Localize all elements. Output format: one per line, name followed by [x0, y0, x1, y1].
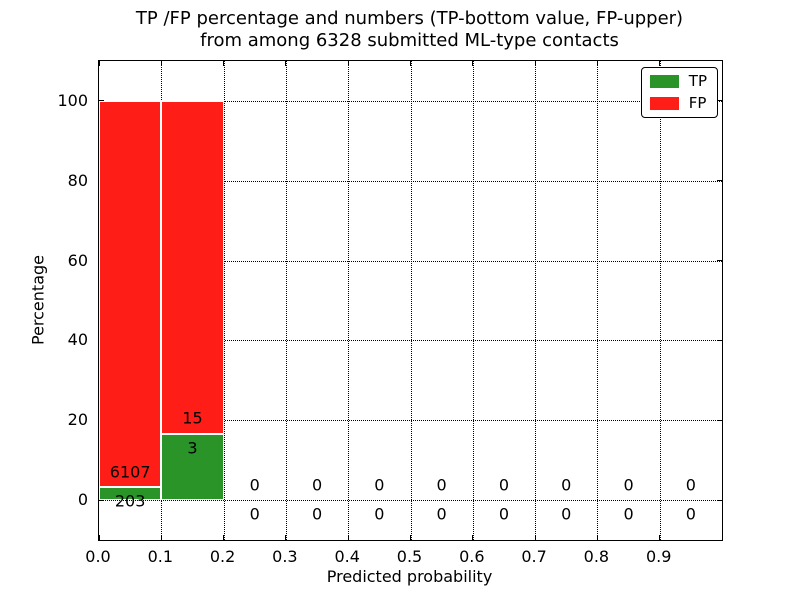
tp-swatch-icon	[649, 75, 679, 88]
bar-segment-tp	[99, 487, 162, 501]
legend: TP FP	[640, 67, 718, 118]
bar-segment-fp	[161, 100, 224, 434]
gridline-vertical	[285, 61, 287, 540]
x-tick-label: 0.5	[396, 547, 423, 566]
tp-count-label: 0	[374, 504, 385, 524]
fp-count-label: 0	[623, 475, 634, 495]
gridline-vertical	[597, 61, 599, 540]
fp-count-label: 0	[249, 475, 260, 495]
x-tick-label: 0.8	[583, 547, 610, 566]
fp-count-label: 0	[436, 475, 447, 495]
y-tick-label: 40	[67, 330, 88, 350]
chart-title: TP /FP percentage and numbers (TP-bottom…	[98, 8, 721, 52]
x-tick-mark-top	[347, 61, 349, 66]
x-tick-mark-top	[160, 61, 162, 66]
gridline-vertical	[472, 61, 474, 540]
x-tick-label: 0.0	[85, 547, 111, 566]
tp-count-label: 0	[498, 504, 510, 524]
legend-label: FP	[688, 94, 707, 112]
x-tick-label: 0.6	[459, 547, 485, 566]
x-tick-mark-top	[285, 61, 287, 66]
fp-count-label: 15	[182, 408, 203, 428]
x-tick-mark	[410, 535, 411, 540]
bar-segment-tp	[161, 433, 224, 501]
fp-count-label: 0	[685, 475, 696, 495]
gridline-vertical	[410, 61, 412, 540]
fp-count-label: 0	[561, 475, 572, 495]
y-tick-mark-right	[717, 339, 722, 341]
tp-count-label: 203	[114, 491, 146, 511]
tp-count-label: 0	[685, 504, 696, 524]
x-tick-mark	[223, 535, 225, 540]
bar-segment-fp	[99, 100, 162, 488]
plot-area: TP FP 6107 203 15 3 0 0 0 0 0 0 0 0 0 0 0 0 0 0 0 0	[98, 60, 723, 541]
y-tick-label: 0	[77, 490, 88, 510]
x-tick-label: 0.7	[521, 547, 547, 566]
x-tick-mark-top	[410, 61, 411, 66]
tp-count-label: 0	[623, 504, 634, 524]
x-tick-mark	[596, 535, 598, 540]
y-tick-label: 100	[57, 90, 88, 110]
x-tick-mark-top	[534, 61, 536, 66]
x-tick-mark	[472, 535, 474, 540]
x-tick-mark-top	[659, 61, 661, 66]
y-tick-mark-right	[717, 180, 722, 182]
x-tick-mark-top	[472, 61, 474, 66]
legend-item-fp: FP	[649, 94, 707, 112]
fp-count-label: 0	[498, 475, 510, 495]
gridline-vertical	[535, 61, 537, 540]
gridline-vertical	[348, 61, 350, 540]
fp-count-label: 0	[374, 475, 385, 495]
tp-count-label: 0	[561, 504, 572, 524]
x-tick-mark	[285, 535, 287, 540]
tp-count-label: 0	[436, 504, 447, 524]
x-tick-mark	[721, 535, 723, 540]
x-tick-label: 0.2	[209, 547, 236, 566]
y-tick-mark-right	[717, 499, 722, 501]
gridline-vertical	[659, 61, 661, 540]
chart-title-line1: TP /FP percentage and numbers (TP-bottom…	[135, 8, 684, 29]
y-tick-mark-right	[717, 419, 722, 421]
fp-count-label: 0	[311, 475, 323, 495]
y-tick-mark-right	[717, 260, 722, 262]
x-tick-mark-top	[596, 61, 598, 66]
y-tick-label: 80	[67, 170, 88, 190]
x-tick-label: 0.4	[334, 547, 360, 566]
x-tick-label: 0.3	[272, 547, 298, 566]
x-tick-label: 0.1	[147, 547, 174, 566]
chart-title-line2: from among 6328 submitted ML-type contac…	[200, 30, 619, 51]
fp-swatch-icon	[649, 97, 679, 110]
x-tick-mark	[98, 535, 100, 540]
x-tick-mark-top	[98, 61, 100, 66]
legend-item-tp: TP	[649, 72, 707, 90]
tp-count-label: 0	[311, 504, 323, 524]
y-tick-label: 60	[67, 250, 88, 270]
x-tick-mark	[659, 535, 661, 540]
x-tick-mark	[160, 535, 162, 540]
x-tick-label: 0.9	[645, 547, 672, 566]
fp-count-label: 6107	[109, 462, 151, 482]
legend-label: TP	[688, 72, 707, 90]
tp-count-label: 3	[187, 438, 198, 457]
y-tick-mark	[99, 499, 104, 501]
y-tick-label: 20	[67, 410, 88, 430]
x-tick-mark	[347, 535, 349, 540]
x-tick-mark-top	[223, 61, 225, 66]
tp-count-label: 0	[249, 504, 260, 524]
x-tick-mark	[534, 535, 536, 540]
y-tick-mark-right	[717, 100, 722, 102]
gridline-vertical	[223, 61, 225, 540]
x-axis-label: Predicted probability	[326, 567, 493, 586]
x-tick-mark-top	[721, 61, 723, 66]
